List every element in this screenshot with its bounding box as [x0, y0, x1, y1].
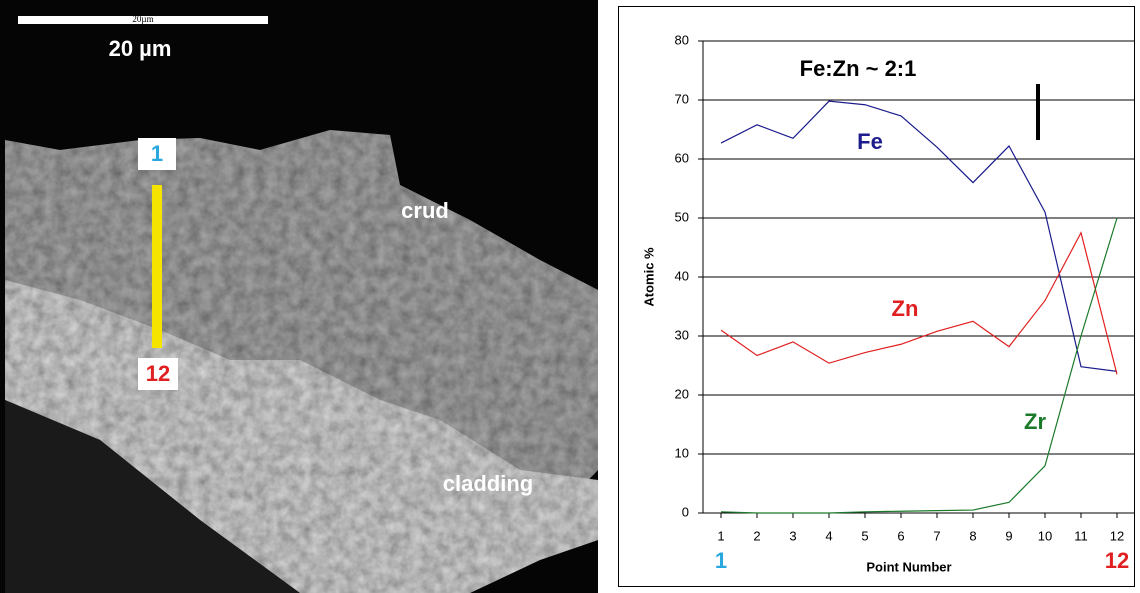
- x-tick-label: 7: [933, 528, 940, 543]
- end-marker: 12: [146, 361, 170, 386]
- chart-frame: [618, 6, 1135, 587]
- series-line: [720, 217, 1118, 514]
- x-tick-label: 2: [753, 528, 760, 543]
- y-tick-label: 0: [682, 504, 689, 519]
- y-tick-label: 10: [675, 445, 689, 460]
- y-tick-label: 20: [675, 386, 689, 401]
- marker-box: [138, 358, 178, 390]
- start-marker: 1: [151, 141, 163, 166]
- cladding-label: cladding: [443, 471, 533, 496]
- crud-label: crud: [401, 198, 449, 223]
- y-tick-label: 80: [675, 32, 689, 47]
- dark-region: [5, 400, 300, 593]
- x-tick-label: 4: [825, 528, 832, 543]
- sem-image: 20µm 20 µm 1 12 crud cladding: [0, 0, 598, 593]
- end-label: 12: [1105, 548, 1129, 573]
- marker-box: [138, 138, 176, 170]
- x-tick-label: 12: [1110, 528, 1124, 543]
- series-line: [720, 100, 1118, 372]
- annotation: Fe:Zn ~ 2:1: [800, 56, 917, 81]
- x-tick-label: 11: [1074, 528, 1088, 543]
- series-line: [720, 231, 1118, 375]
- y-tick-label: 50: [675, 209, 689, 224]
- x-tick-label: 10: [1038, 528, 1052, 543]
- x-axis-label: Point Number: [866, 559, 951, 574]
- series-label: Zr: [1024, 409, 1046, 434]
- y-tick-label: 70: [675, 91, 689, 106]
- y-tick-label: 60: [675, 150, 689, 165]
- x-tick-label: 5: [861, 528, 868, 543]
- scale-label: 20 µm: [109, 36, 172, 61]
- y-axis-label: Atomic %: [641, 247, 656, 307]
- x-tick-label: 8: [969, 528, 976, 543]
- x-tick-label: 1: [717, 528, 724, 543]
- y-tick-label: 30: [675, 327, 689, 342]
- series-label: Fe: [857, 129, 883, 154]
- series-label: Zn: [892, 296, 919, 321]
- start-label: 1: [715, 548, 727, 573]
- y-tick-label: 40: [675, 268, 689, 283]
- scale-small: 20µm: [132, 14, 153, 24]
- x-tick-label: 9: [1005, 528, 1012, 543]
- x-tick-label: 3: [789, 528, 796, 543]
- x-tick-label: 6: [897, 528, 904, 543]
